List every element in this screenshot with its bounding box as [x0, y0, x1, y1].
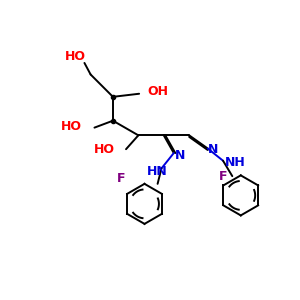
Text: NH: NH [225, 156, 245, 169]
Text: N: N [175, 149, 186, 162]
Text: N: N [208, 143, 218, 157]
Text: HO: HO [61, 120, 82, 133]
Text: HO: HO [94, 143, 115, 156]
Text: F: F [219, 169, 227, 183]
Text: F: F [117, 172, 126, 185]
Text: HN: HN [147, 165, 168, 178]
Text: OH: OH [148, 85, 169, 98]
Text: HO: HO [65, 50, 86, 63]
